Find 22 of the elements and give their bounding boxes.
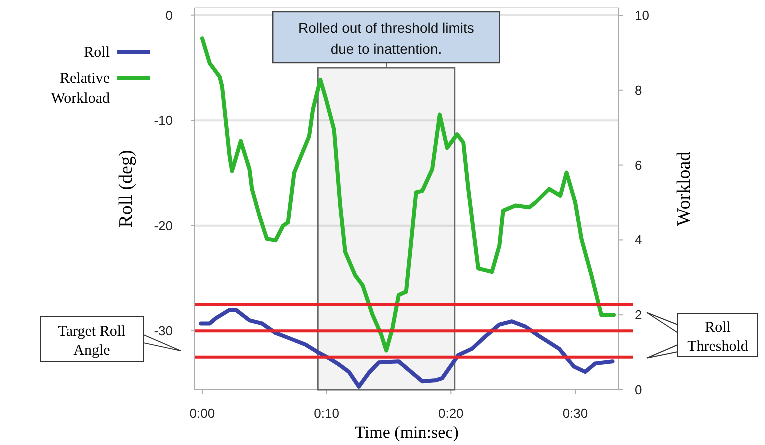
y-tick-label: 0 <box>166 8 173 23</box>
y-tick-label: -20 <box>154 218 173 234</box>
y2-tick-label: 2 <box>635 308 642 323</box>
line-series <box>200 36 616 353</box>
y2-axis-title: Workload <box>674 151 695 226</box>
y2-tick-label: 6 <box>635 158 642 173</box>
x-tick-label: 0:20 <box>438 406 464 421</box>
band-label: Rolled out of threshold limits due to inattention. <box>298 20 474 57</box>
legend-label: Roll <box>84 45 110 61</box>
x-tick-label: 0:00 <box>190 406 216 421</box>
y2-tick-label: 4 <box>635 232 642 248</box>
y-tick-label: -30 <box>154 324 173 339</box>
y2-tick-label: 8 <box>635 82 642 98</box>
y2-tick-label: 10 <box>635 8 650 24</box>
x-tick-label: 0:30 <box>562 406 588 421</box>
x-tick-label: 0:10 <box>314 406 340 421</box>
y-tick-label: -10 <box>154 113 173 128</box>
x-axis-title: Time (min:sec) <box>355 423 459 442</box>
line-series <box>199 308 615 389</box>
y-axis-title: Roll (deg) <box>116 150 137 228</box>
legend-label: Relative Workload <box>51 71 110 107</box>
y2-tick-label: 0 <box>635 382 642 398</box>
